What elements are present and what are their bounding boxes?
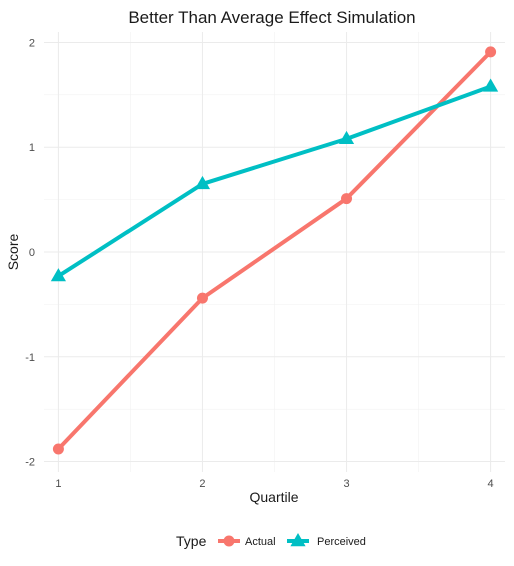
series-line-perceived: [56, 84, 493, 279]
x-axis-ticks: 1 2 3 4: [55, 478, 493, 490]
y-tick-label: 2: [29, 37, 35, 49]
y-tick-label: 0: [29, 247, 35, 259]
series-actual: [52, 46, 497, 455]
x-axis-label: Quartile: [249, 489, 298, 505]
y-tick-label: -1: [25, 352, 35, 364]
data-point-perceived: [194, 175, 211, 190]
legend-label-actual: Actual: [245, 536, 276, 548]
legend-label-perceived: Perceived: [317, 536, 366, 548]
legend-key-perceived: [287, 533, 309, 547]
y-axis-ticks: -2 -1 0 1 2: [25, 37, 35, 468]
y-axis-label: Score: [5, 234, 21, 271]
legend-key-marker: [223, 535, 235, 547]
data-point-actual: [52, 443, 64, 455]
legend: Type Actual Perceived: [176, 533, 366, 549]
series-perceived: [50, 78, 499, 282]
data-point-actual: [485, 46, 497, 58]
x-tick-label: 2: [199, 478, 205, 490]
grid: [44, 32, 505, 472]
y-tick-label: -2: [25, 457, 35, 469]
data-point-actual: [196, 292, 208, 304]
x-tick-label: 3: [343, 478, 349, 490]
legend-title: Type: [176, 533, 207, 549]
data-point-perceived: [482, 78, 499, 92]
data-point-perceived: [338, 130, 355, 145]
y-tick-label: 1: [29, 142, 35, 154]
legend-key-marker: [290, 533, 306, 547]
series-line-actual: [56, 49, 493, 451]
data-point-actual: [341, 193, 353, 205]
x-tick-label: 1: [55, 478, 61, 490]
legend-key-actual: [218, 535, 240, 547]
chart-title: Better Than Average Effect Simulation: [128, 8, 415, 27]
x-tick-label: 4: [488, 478, 494, 490]
data-point-perceived: [50, 268, 67, 282]
series-layer: [50, 46, 499, 455]
